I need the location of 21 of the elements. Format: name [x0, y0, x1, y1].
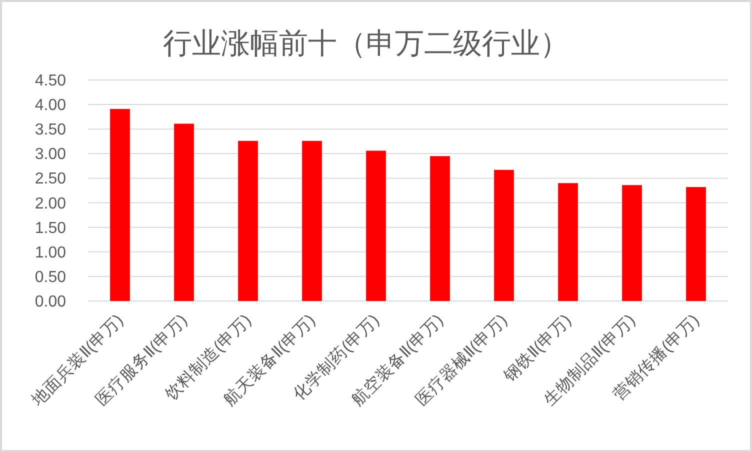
- y-tick-label: 2.00: [34, 195, 66, 212]
- bar: [110, 108, 130, 301]
- y-tick-label: 1.00: [34, 244, 66, 262]
- y-tick-label: 3.50: [34, 122, 66, 139]
- bar: [558, 183, 578, 301]
- chart-title: 行业涨幅前十（申万二级行业）: [163, 28, 569, 60]
- y-tick-label: 4.50: [34, 72, 66, 90]
- bar: [238, 140, 258, 301]
- y-tick-label: 0.00: [34, 294, 66, 310]
- y-tick-label: 2.50: [34, 170, 66, 188]
- bar: [430, 156, 450, 301]
- y-tick-label: 3.00: [34, 146, 66, 164]
- bar: [622, 185, 642, 301]
- y-tick-label: 0.50: [34, 268, 66, 286]
- y-tick-label: 4.00: [34, 97, 66, 114]
- y-tick-label: 1.50: [34, 220, 66, 237]
- bar: [366, 150, 386, 301]
- bar: [686, 187, 706, 301]
- bar: [302, 140, 322, 301]
- bar: [174, 124, 194, 301]
- bar: [494, 170, 514, 301]
